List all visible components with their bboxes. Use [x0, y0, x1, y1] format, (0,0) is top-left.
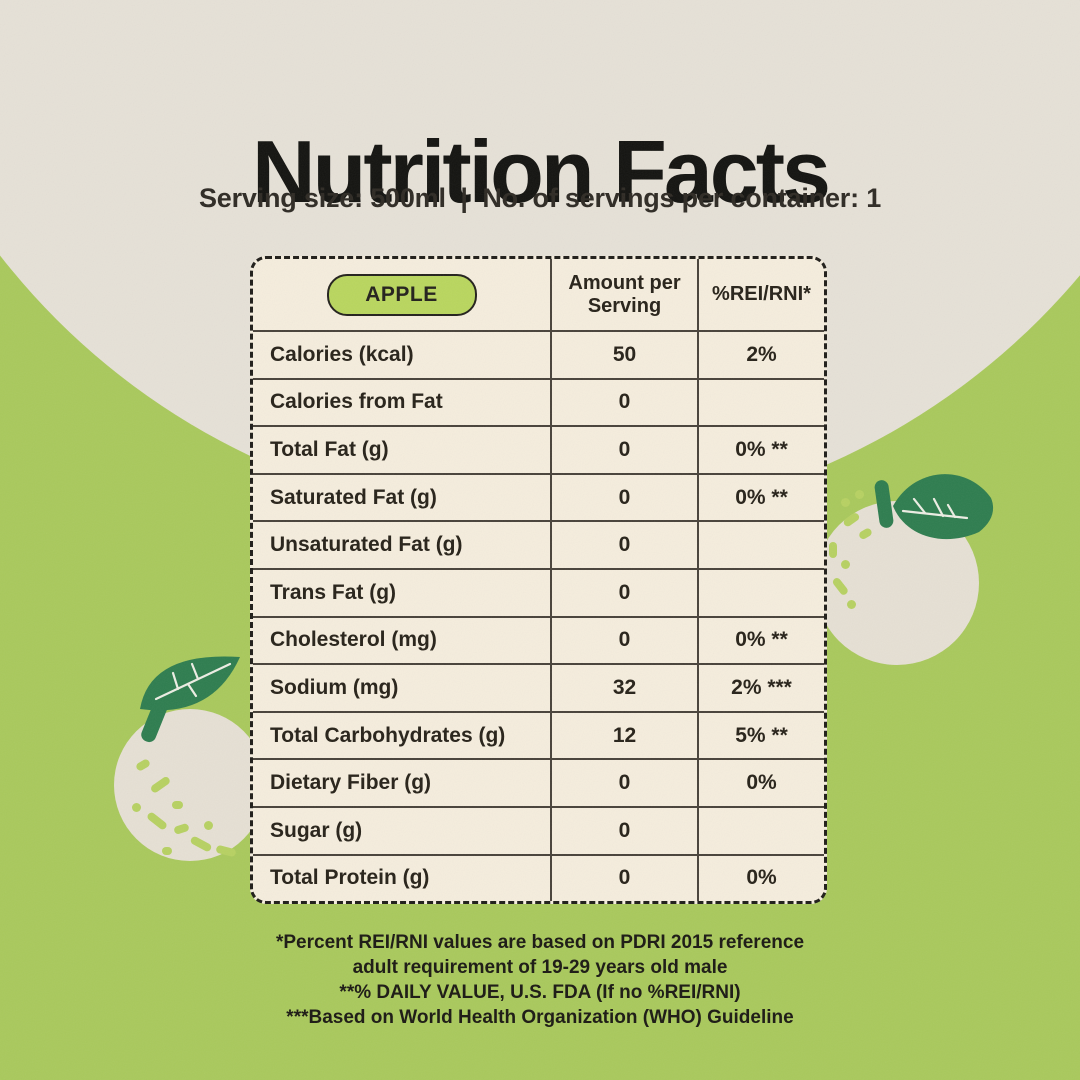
nutrition-table: APPLE Amount per Serving %REI/RNI* Calor… [250, 256, 827, 905]
row-label: Dietary Fiber (g) [253, 758, 550, 806]
footnote-line: adult requirement of 19-29 years old mal… [352, 957, 728, 978]
row-label: Total Carbohydrates (g) [253, 710, 550, 759]
row-label: Total Fat (g) [253, 425, 550, 473]
column-header-rei: %REI/RNI* [697, 259, 824, 330]
row-rei: 2% [697, 330, 824, 378]
row-rei [697, 377, 824, 426]
row-label: Calories from Fat [253, 377, 550, 426]
row-rei: 0% ** [697, 615, 824, 664]
row-label: Sodium (mg) [253, 663, 550, 711]
row-rei: 2% *** [697, 663, 824, 711]
serving-info: Serving size: 500ml | No. of servings pe… [198, 183, 882, 213]
row-label: Total Protein (g) [253, 853, 550, 902]
row-amount: 0 [550, 758, 697, 806]
footnote-line: *Percent REI/RNI values are based on PDR… [275, 932, 805, 953]
row-rei: 0% [697, 853, 824, 902]
row-label: Saturated Fat (g) [253, 472, 550, 521]
apple-illustration-right [815, 474, 994, 665]
row-label: Sugar (g) [253, 805, 550, 854]
footnotes: *Percent REI/RNI values are based on PDR… [0, 930, 1080, 1030]
product-badge-cell: APPLE [253, 259, 550, 330]
row-amount: 0 [550, 615, 697, 664]
product-badge: APPLE [326, 273, 477, 316]
row-amount: 0 [550, 520, 697, 568]
column-header-amount: Amount per Serving [550, 259, 697, 330]
row-rei [697, 805, 824, 854]
row-amount: 50 [550, 330, 697, 378]
row-amount: 0 [550, 377, 697, 426]
row-label: Calories (kcal) [253, 330, 550, 378]
row-label: Unsaturated Fat (g) [253, 520, 550, 568]
row-amount: 0 [550, 567, 697, 616]
row-amount: 32 [550, 663, 697, 711]
row-rei: 0% ** [697, 425, 824, 473]
footnote-line: ***Based on World Health Organization (W… [286, 1007, 794, 1028]
row-amount: 0 [550, 853, 697, 902]
row-rei [697, 520, 824, 568]
row-amount: 0 [550, 425, 697, 473]
footnote-line: **% DAILY VALUE, U.S. FDA (If no %REI/RN… [339, 982, 741, 1003]
row-amount: 0 [550, 472, 697, 521]
row-rei [697, 567, 824, 616]
row-amount: 0 [550, 805, 697, 854]
row-rei: 0% [697, 758, 824, 806]
row-amount: 12 [550, 710, 697, 759]
row-label: Trans Fat (g) [253, 567, 550, 616]
row-rei: 5% ** [697, 710, 824, 759]
row-label: Cholesterol (mg) [253, 615, 550, 664]
row-rei: 0% ** [697, 472, 824, 521]
